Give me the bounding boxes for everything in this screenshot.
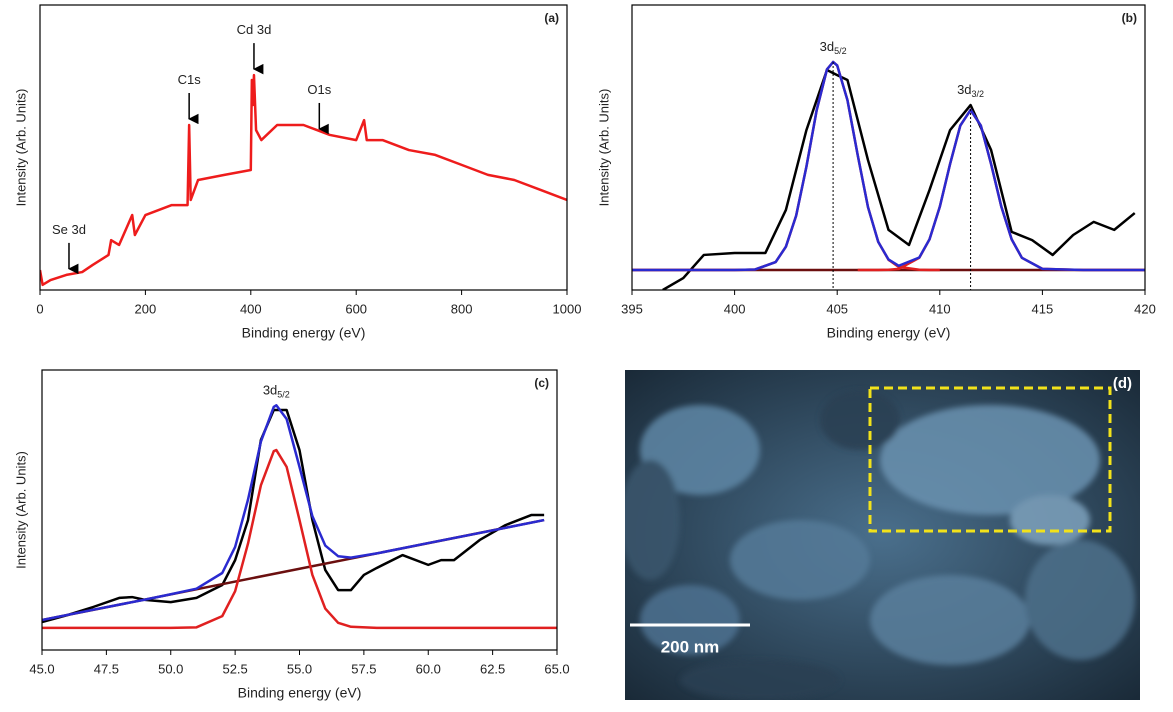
x-axis-label: Binding energy (eV)	[827, 325, 951, 341]
annotation: 3d5/2	[820, 39, 847, 56]
panel-label: (c)	[534, 376, 549, 390]
annotation: 3d5/2	[263, 383, 290, 400]
annotation-text: Cd 3d	[237, 23, 272, 38]
x-tick-label: 50.0	[158, 661, 183, 676]
x-tick-label: 62.5	[480, 661, 505, 676]
x-tick-label: 405	[826, 301, 848, 316]
plot-frame	[41, 369, 558, 651]
annotation: O1s	[307, 82, 331, 97]
annotation-text: 3d	[263, 383, 277, 398]
panel: 395 400 405 410 415 420 Binding energy (eV) Int…	[596, 4, 1156, 341]
annotation: Cd 3d	[237, 23, 272, 38]
y-axis-label: Intensity (Arb. Units)	[596, 89, 611, 207]
panel-label: (d)	[1113, 375, 1132, 392]
x-tick-label: 395	[621, 301, 643, 316]
x-tick-label: 400	[240, 301, 262, 316]
annotation-text: 3d	[820, 39, 834, 54]
x-tick-label: 800	[451, 301, 473, 316]
x-tick-label: 410	[929, 301, 951, 316]
scale-label: 200 nm	[661, 637, 720, 656]
x-tick-label: 400	[724, 301, 746, 316]
x-tick-label: 600	[345, 301, 367, 316]
sem-image: 200 nm (d)	[625, 370, 1140, 700]
annotation-text: O1s	[307, 82, 331, 97]
x-tick-label: 60.0	[416, 661, 441, 676]
annotation: Se 3d	[52, 222, 86, 237]
x-tick-label: 65.0	[544, 661, 569, 676]
x-tick-label: 1000	[553, 301, 582, 316]
panel: 0 200 400 600 800 1000 Binding energy (eV) Inte…	[13, 4, 582, 341]
x-axis-label: Binding energy (eV)	[242, 325, 366, 341]
series-line	[662, 68, 1136, 290]
series-line	[40, 73, 567, 287]
x-tick-label: 47.5	[94, 661, 119, 676]
x-tick-label: 55.0	[287, 661, 312, 676]
highlight-box	[868, 386, 1112, 533]
series-line	[42, 404, 545, 622]
x-tick-label: 45.0	[29, 661, 54, 676]
panel-label: (a)	[544, 11, 559, 25]
annotation-text: C1s	[178, 72, 202, 87]
y-axis-label: Intensity (Arb. Units)	[13, 451, 28, 569]
annotation-text: Se 3d	[52, 222, 86, 237]
annotation-subscript: 3/2	[972, 89, 985, 99]
annotation-text: 3d	[957, 82, 971, 97]
x-tick-label: 200	[135, 301, 157, 316]
panel: 45.0 47.5 50.0 52.5 55.0 57.5 60.0 62.5 65.0 Bind…	[13, 369, 570, 701]
y-axis-label: Intensity (Arb. Units)	[13, 89, 28, 207]
panel-label: (b)	[1122, 11, 1137, 25]
annotation: 3d3/2	[957, 82, 984, 99]
x-tick-label: 52.5	[222, 661, 247, 676]
annotation: C1s	[178, 72, 202, 87]
plot-frame	[39, 4, 568, 291]
annotation-subscript: 5/2	[277, 390, 290, 400]
plot-frame	[631, 4, 1146, 291]
series-line	[632, 60, 940, 272]
x-tick-label: 415	[1032, 301, 1054, 316]
x-tick-label: 57.5	[351, 661, 376, 676]
x-tick-label: 0	[36, 301, 43, 316]
series-line	[42, 448, 557, 630]
series-line	[632, 60, 1145, 272]
x-tick-label: 420	[1134, 301, 1156, 316]
series-line	[42, 408, 545, 624]
x-axis-label: Binding energy (eV)	[238, 685, 362, 701]
annotation-subscript: 5/2	[834, 46, 847, 56]
